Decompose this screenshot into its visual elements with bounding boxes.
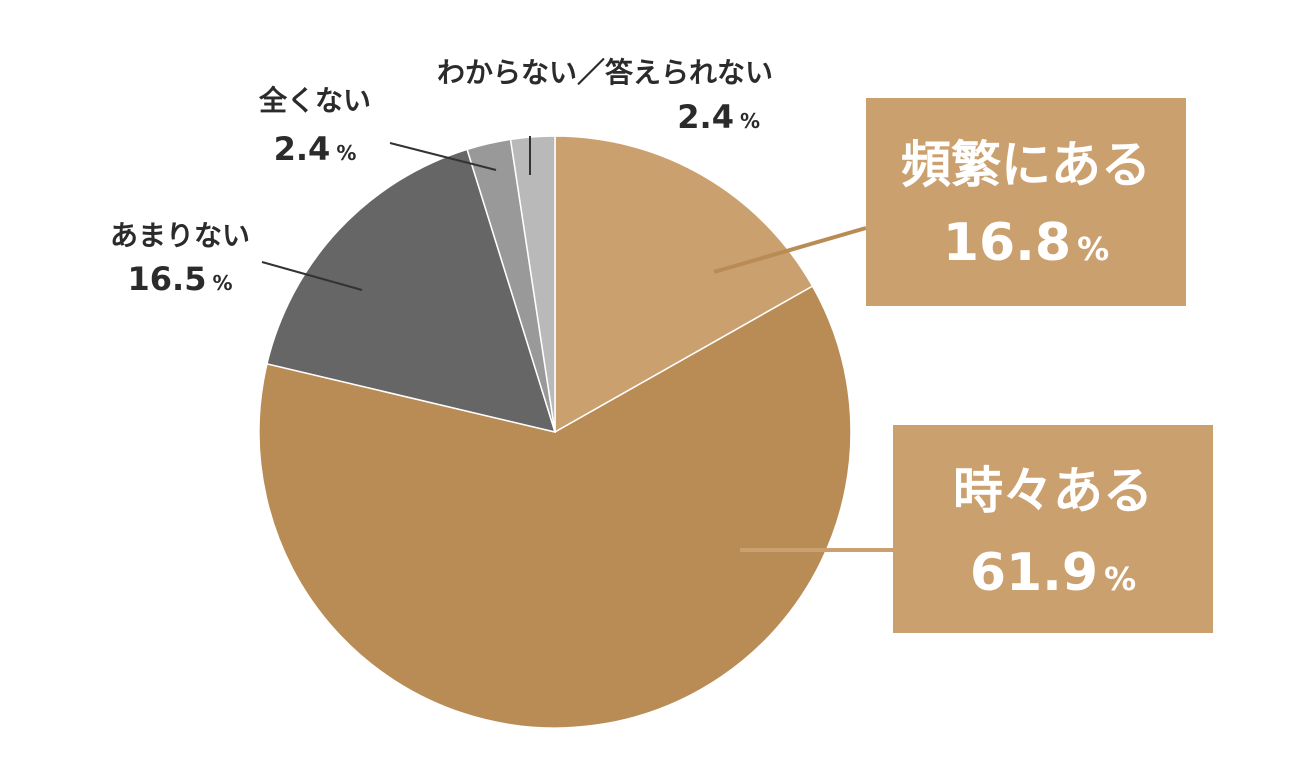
slice-3-category-label: あまりない — [110, 219, 250, 252]
slice-3-value-label: 16.5% — [128, 260, 233, 298]
slice-1-label-box — [866, 98, 1186, 306]
slice-1-wedge — [554, 135, 814, 434]
slice-2-category-label: 時々ある — [953, 462, 1153, 520]
slice-labels: 頻繁にある 16.8 % 時々ある 61.9 % あまりない 16.5 % 全くない 2.4 % わから… — [110, 56, 1213, 633]
slice-5-category-label: わからない／答えられない — [437, 56, 773, 89]
slice-4-value-label: 2.4% — [274, 130, 357, 168]
slice-1-category-label: 頻繁にある — [901, 136, 1151, 194]
pie-slices — [258, 135, 852, 729]
slice-3-wedge — [266, 148, 557, 434]
slice-5-wedge — [509, 135, 556, 433]
slice-1-value-label: 16.8% — [943, 213, 1109, 273]
slice-2-label-box — [893, 425, 1213, 633]
leader-lines — [261, 136, 893, 552]
slice-4-category-label: 全くない — [258, 84, 371, 117]
slice-3-leader-line — [261, 261, 363, 291]
slice-5-value-label: 2.4% — [677, 98, 760, 136]
slice-4-leader-line — [389, 142, 497, 171]
slice-1-leader-line — [713, 226, 867, 274]
slice-2-value-label: 61.9% — [970, 543, 1136, 603]
slice-2-wedge — [258, 285, 852, 729]
